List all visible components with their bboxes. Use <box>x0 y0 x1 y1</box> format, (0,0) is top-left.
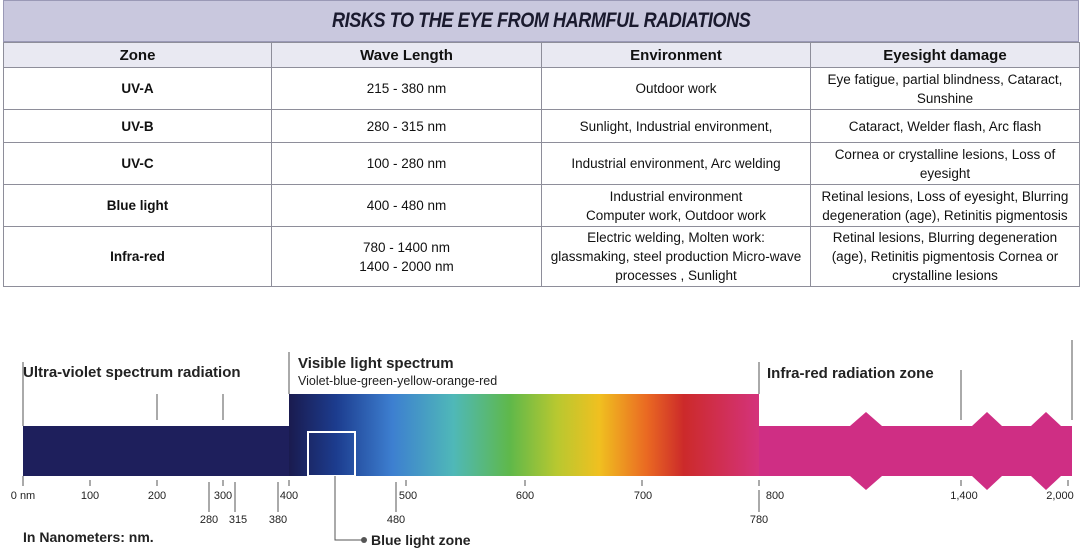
table-row: Infra-red 780 - 1400 nm 1400 - 2000 nm E… <box>3 226 1080 287</box>
zone-cell: UV-C <box>3 142 272 185</box>
tick-label: 700 <box>633 490 653 502</box>
tick-label: 480 <box>386 514 406 526</box>
damage-cell: Cornea or crystalline lesions, Loss of e… <box>810 142 1080 185</box>
col-header-environment: Environment <box>541 42 811 68</box>
tick-label: 600 <box>515 490 535 502</box>
tick-label: 500 <box>398 490 418 502</box>
tick-label: 100 <box>80 490 100 502</box>
table-row: UV-B 280 - 315 nm Sunlight, Industrial e… <box>3 109 1080 143</box>
environment-cell: Industrial environment Computer work, Ou… <box>541 184 811 227</box>
zone-cell: Infra-red <box>3 226 272 287</box>
header-row: Zone Wave Length Environment Eyesight da… <box>3 42 1080 68</box>
visible-spectrum-sublabel: Violet-blue-green-yellow-orange-red <box>298 374 498 388</box>
units-label: In Nanometers: nm. <box>23 529 154 545</box>
tick-label: 800 <box>765 490 785 502</box>
wavelength-cell: 280 - 315 nm <box>271 109 542 143</box>
table-row: UV-C 100 - 280 nm Industrial environment… <box>3 142 1080 185</box>
col-header-wavelength: Wave Length <box>271 42 542 68</box>
spectrum-diagram: Ultra-violet spectrum radiation Visible … <box>0 300 1082 553</box>
col-header-damage: Eyesight damage <box>810 42 1080 68</box>
table-title: RISKS TO THE EYE FROM HARMFUL RADIATIONS <box>331 9 751 32</box>
damage-cell: Cataract, Welder flash, Arc flash <box>810 109 1080 143</box>
environment-cell: Outdoor work <box>541 67 811 110</box>
tick-label: 780 <box>749 514 769 526</box>
col-header-zone: Zone <box>3 42 272 68</box>
zone-cell: Blue light <box>3 184 272 227</box>
wavelength-cell: 780 - 1400 nm 1400 - 2000 nm <box>271 226 542 287</box>
radiation-risk-table: RISKS TO THE EYE FROM HARMFUL RADIATIONS… <box>3 0 1080 287</box>
tick-label: 2,000 <box>1046 490 1074 502</box>
blue-zone-pointer <box>334 476 362 541</box>
damage-cell: Retinal lesions, Loss of eyesight, Blurr… <box>810 184 1080 227</box>
tick-label: 380 <box>268 514 288 526</box>
damage-cell: Retinal lesions, Blurring degeneration (… <box>810 226 1080 287</box>
damage-cell: Eye fatigue, partial blindness, Cataract… <box>810 67 1080 110</box>
visible-band <box>289 394 759 476</box>
table-row: UV-A 215 - 380 nm Outdoor work Eye fatig… <box>3 67 1080 110</box>
tick-label: 1,400 <box>950 490 978 502</box>
zone-cell: UV-A <box>3 67 272 110</box>
spectrum-graphic <box>22 340 1073 543</box>
tick-label: 280 <box>199 514 219 526</box>
tick-label: 400 <box>279 490 299 502</box>
uv-band <box>23 426 290 476</box>
tick-label: 200 <box>147 490 167 502</box>
environment-cell: Electric welding, Molten work: glassmaki… <box>541 226 811 287</box>
ir-band <box>759 412 1072 490</box>
blue-light-zone-label: Blue light zone <box>371 532 471 548</box>
table-title-bar: RISKS TO THE EYE FROM HARMFUL RADIATIONS <box>3 0 1079 42</box>
tick-label: 0 nm <box>10 490 36 502</box>
visible-spectrum-label: Visible light spectrum <box>298 355 454 372</box>
uv-spectrum-label: Ultra-violet spectrum radiation <box>23 364 241 381</box>
table-row: Blue light 400 - 480 nm Industrial envir… <box>3 184 1080 227</box>
tick-label: 315 <box>228 514 248 526</box>
zone-cell: UV-B <box>3 109 272 143</box>
environment-cell: Sunlight, Industrial environment, <box>541 109 811 143</box>
risk-grid: Zone Wave Length Environment Eyesight da… <box>3 42 1080 287</box>
blue-light-box <box>307 431 356 477</box>
wavelength-cell: 400 - 480 nm <box>271 184 542 227</box>
wavelength-cell: 100 - 280 nm <box>271 142 542 185</box>
environment-cell: Industrial environment, Arc welding <box>541 142 811 185</box>
wavelength-cell: 215 - 380 nm <box>271 67 542 110</box>
ir-zone-label: Infra-red radiation zone <box>767 365 934 382</box>
tick-label: 300 <box>213 490 233 502</box>
